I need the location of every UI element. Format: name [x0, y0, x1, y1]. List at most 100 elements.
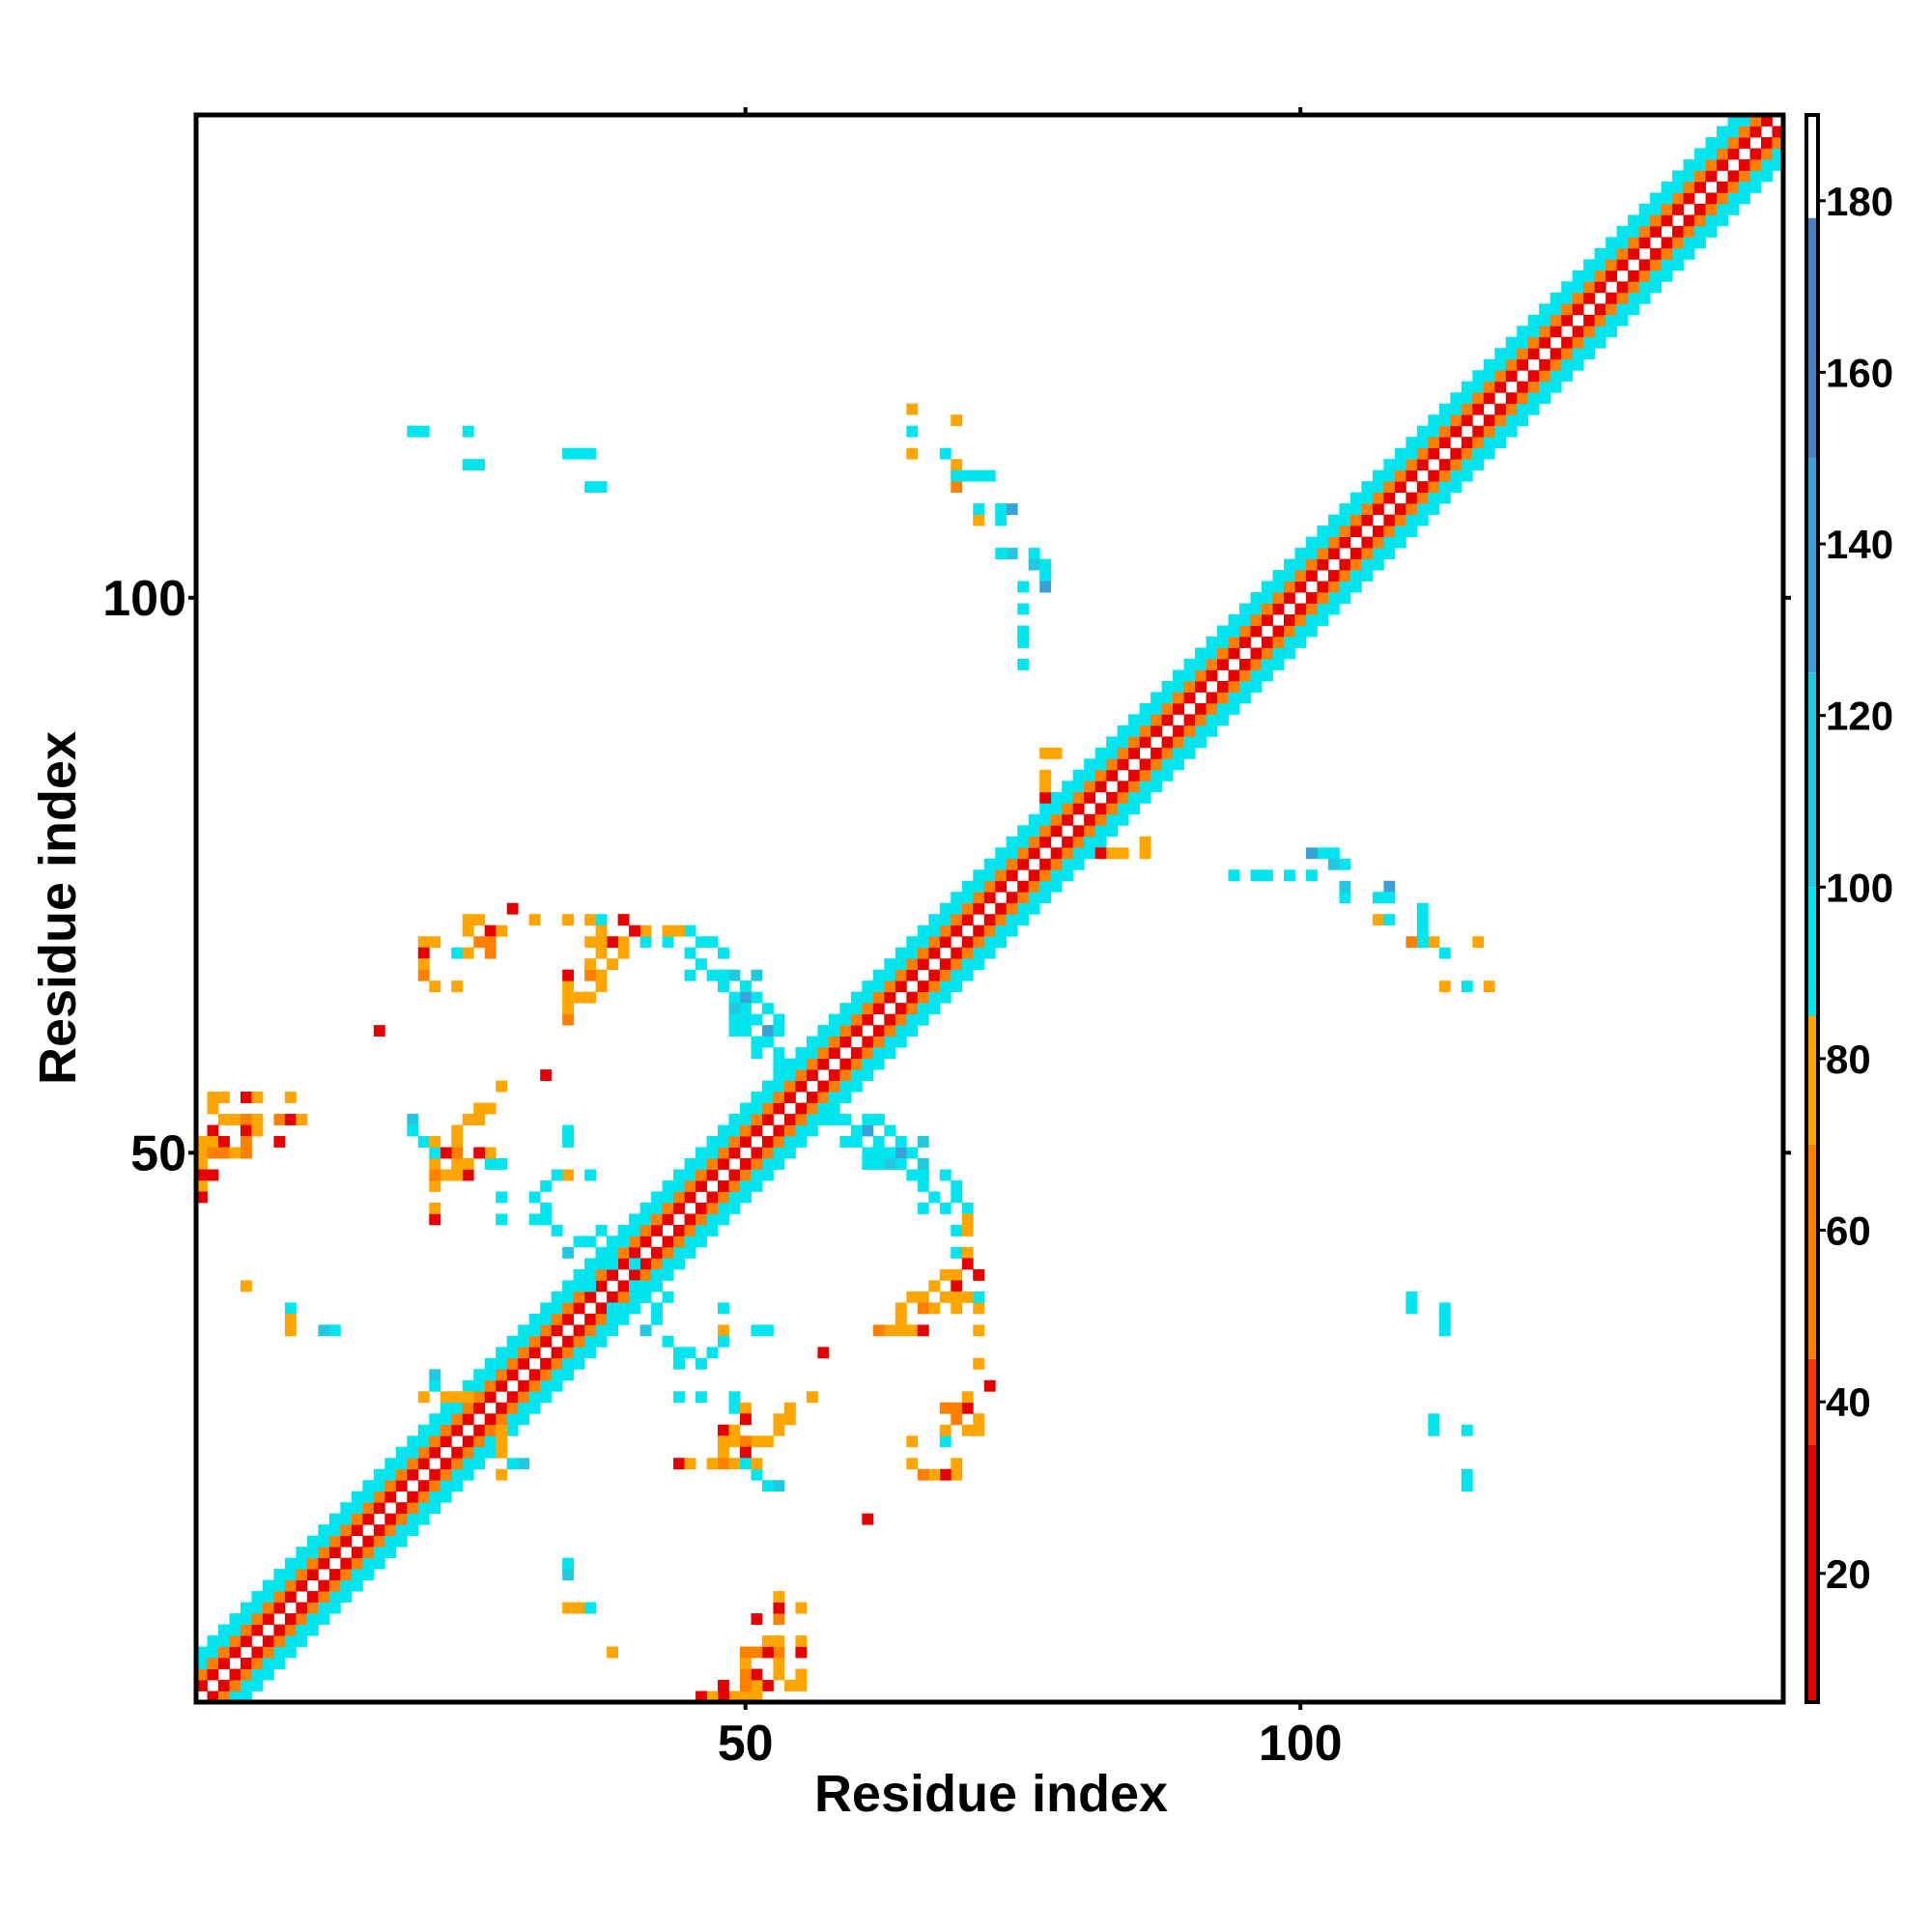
heatmap-cell [928, 936, 941, 949]
heatmap-cell [207, 1635, 219, 1647]
heatmap-cell [1195, 647, 1207, 660]
heatmap-cell [928, 1003, 941, 1015]
heatmap-cell [850, 1047, 863, 1060]
heatmap-cell [440, 1491, 452, 1503]
heatmap-cell [340, 1569, 353, 1581]
heatmap-cell [562, 1302, 575, 1315]
heatmap-cell [639, 1280, 652, 1293]
heatmap-cell [1539, 326, 1551, 338]
heatmap-cell [773, 1591, 785, 1603]
heatmap-cell [961, 469, 974, 482]
heatmap-cell [1616, 247, 1629, 260]
heatmap-cell [506, 1335, 519, 1348]
heatmap-cell [1438, 425, 1451, 438]
heatmap-cell [540, 1302, 553, 1315]
heatmap-cell [351, 1513, 363, 1525]
heatmap-cell [761, 1169, 774, 1181]
heatmap-cell [1028, 836, 1040, 848]
heatmap-cell [551, 1302, 563, 1315]
heatmap-cell [1527, 392, 1540, 405]
heatmap-cell [718, 980, 729, 993]
heatmap-cell [1195, 702, 1207, 715]
heatmap-cell [207, 1668, 219, 1681]
heatmap-cell [939, 1424, 952, 1436]
heatmap-cell [240, 1147, 252, 1159]
heatmap-cell [1438, 403, 1451, 415]
heatmap-cell [440, 1458, 452, 1470]
heatmap-cell [429, 1202, 441, 1214]
heatmap-cell [1461, 447, 1473, 460]
heatmap-cell [1572, 281, 1584, 294]
heatmap-cell [607, 936, 618, 949]
heatmap-cell [340, 1591, 353, 1603]
heatmap-cell [1294, 614, 1307, 626]
heatmap-cell [1428, 503, 1440, 516]
heatmap-cell [1317, 536, 1329, 549]
heatmap-cell [1272, 570, 1285, 582]
heatmap-cell [240, 1280, 252, 1293]
heatmap-cell [951, 459, 963, 471]
colorbar-tick-label: 60 [1826, 1208, 1871, 1254]
heatmap-cell [1361, 514, 1374, 526]
heatmap-cell [328, 1579, 341, 1592]
heatmap-cell [728, 1402, 741, 1414]
heatmap-cell [1139, 714, 1151, 726]
heatmap-cell [739, 1458, 752, 1470]
heatmap-cell [1761, 170, 1773, 183]
heatmap-cell [284, 1624, 297, 1636]
heatmap-cell [395, 1458, 408, 1470]
heatmap-cell [217, 1147, 230, 1159]
heatmap-cell [1561, 358, 1574, 371]
heatmap-cell [473, 1147, 486, 1159]
heatmap-cell [395, 1480, 408, 1492]
heatmap-cell [1450, 425, 1463, 438]
heatmap-cell [1183, 669, 1196, 682]
heatmap-cell [540, 1179, 553, 1192]
heatmap-cell [240, 1136, 252, 1148]
heatmap-cell [1183, 658, 1196, 670]
heatmap-cell [1361, 503, 1374, 516]
heatmap-cell [551, 1224, 563, 1236]
heatmap-cell [1416, 503, 1429, 516]
heatmap-cell [1294, 570, 1307, 582]
heatmap-cell [1517, 414, 1529, 427]
heatmap-cell [1739, 192, 1750, 205]
heatmap-cell [1527, 348, 1540, 360]
heatmap-cell [973, 1268, 985, 1281]
heatmap-cell [617, 1246, 630, 1259]
heatmap-cell [718, 1147, 729, 1159]
heatmap-cell [562, 1357, 575, 1370]
heatmap-cell [229, 1646, 242, 1659]
heatmap-cell [1339, 880, 1351, 893]
heatmap-cell [1006, 858, 1018, 870]
heatmap-cell [1017, 858, 1030, 870]
heatmap-cell [939, 1435, 952, 1448]
heatmap-cell [1039, 813, 1052, 826]
heatmap-cell [1416, 914, 1429, 926]
heatmap-cell [451, 947, 464, 959]
heatmap-cell [373, 1557, 385, 1570]
heatmap-cell [1683, 237, 1695, 249]
heatmap-cell [939, 1468, 952, 1481]
heatmap-cell [562, 1124, 575, 1137]
heatmap-cell [484, 1379, 497, 1392]
heatmap-cell [1683, 192, 1695, 205]
heatmap-cell [473, 1114, 486, 1125]
heatmap-cell [1539, 303, 1551, 316]
heatmap-cell [1028, 880, 1040, 893]
heatmap-cell [1339, 858, 1351, 870]
heatmap-cell [961, 947, 974, 959]
heatmap-cell [1062, 781, 1074, 793]
heatmap-cell [1028, 892, 1040, 904]
heatmap-cell [951, 947, 963, 959]
heatmap-cell [506, 1347, 519, 1359]
heatmap-cell [1039, 570, 1052, 582]
heatmap-cell [429, 1169, 441, 1181]
heatmap-cell [983, 1379, 996, 1392]
heatmap-cell [328, 1569, 341, 1581]
heatmap-cell [673, 1236, 685, 1248]
heatmap-cell [1272, 592, 1285, 604]
heatmap-cell [1616, 237, 1629, 249]
heatmap-cell [1050, 858, 1063, 870]
heatmap-cell [1317, 526, 1329, 537]
